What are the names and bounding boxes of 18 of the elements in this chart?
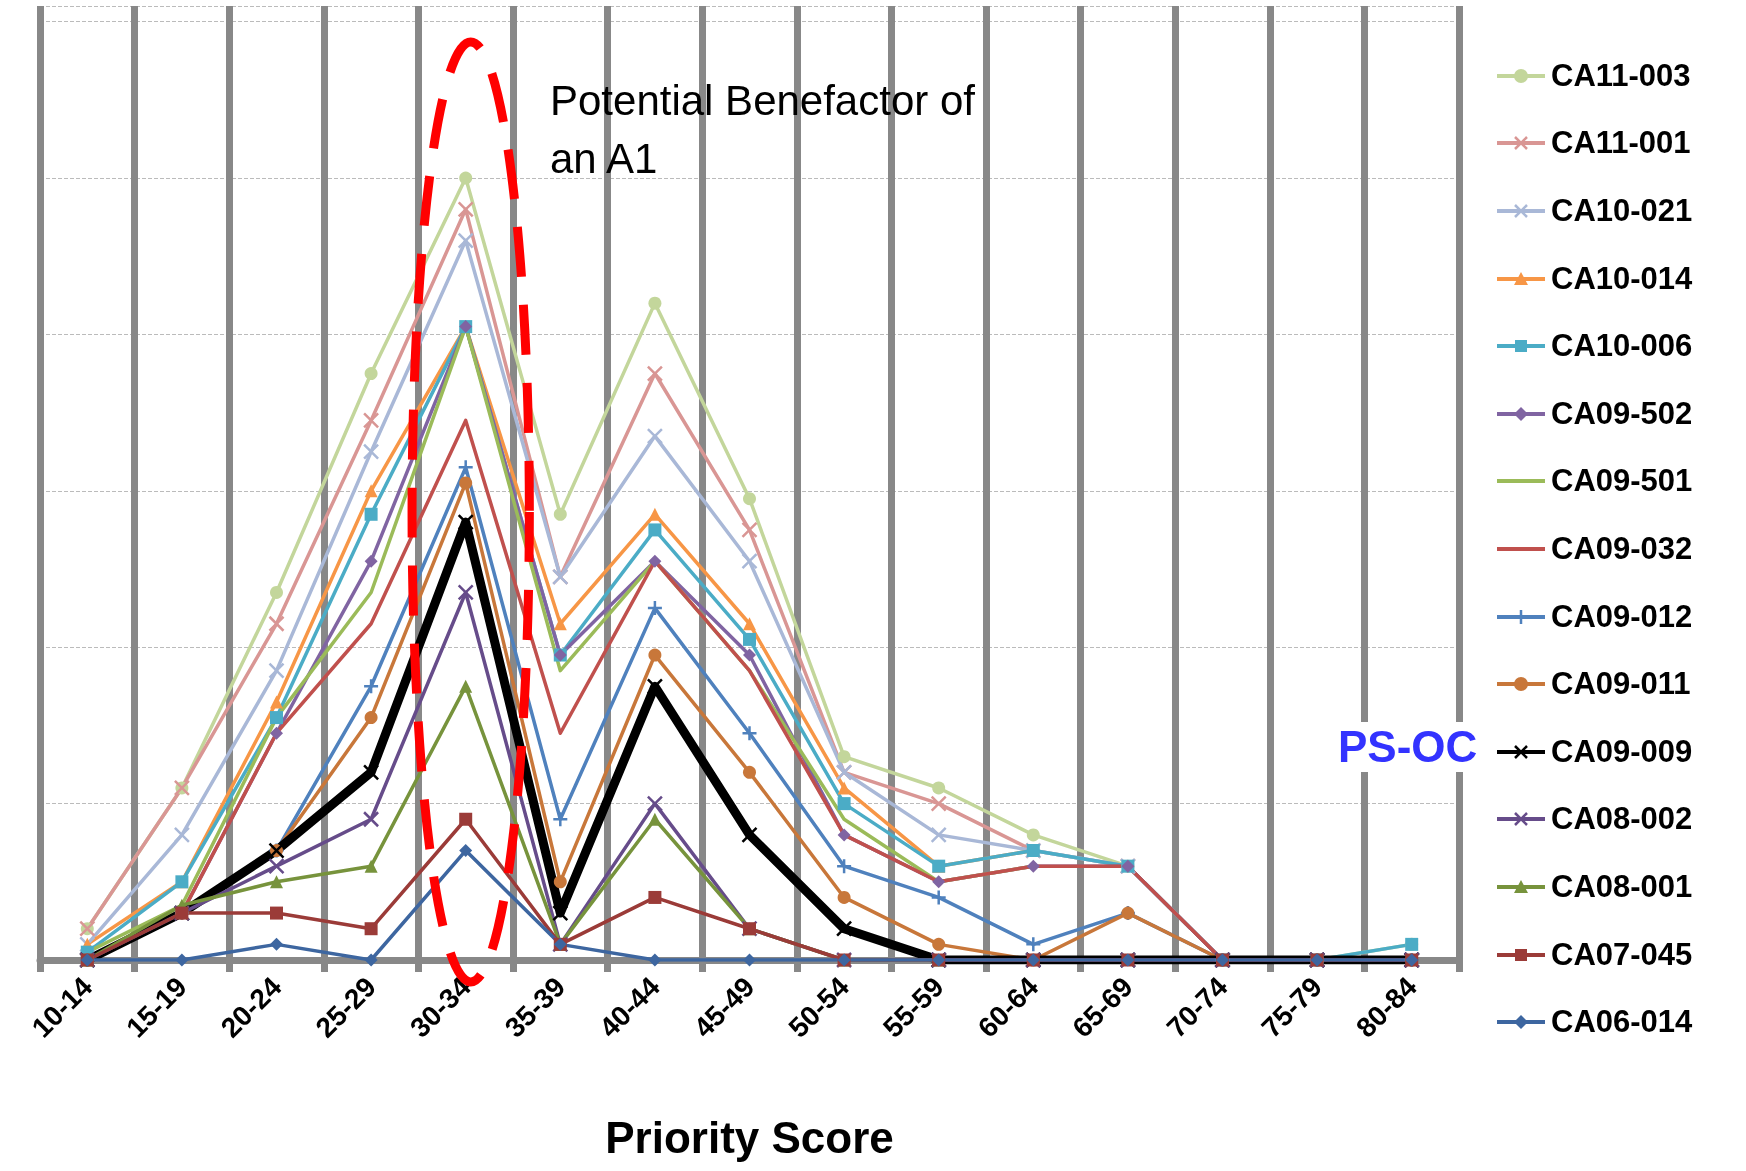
legend-label: CA10-021	[1551, 192, 1693, 229]
legend-label: CA10-014	[1551, 260, 1693, 297]
legend-label: CA09-501	[1551, 463, 1693, 500]
legend-label: CA09-032	[1551, 530, 1693, 567]
legend-label: CA09-012	[1551, 598, 1693, 635]
legend-label: CA06-014	[1551, 1004, 1693, 1041]
legend-label: CA07-045	[1551, 936, 1693, 973]
annotation: PS-OC	[1338, 722, 1478, 772]
legend-label: CA09-009	[1551, 733, 1693, 770]
x-axis-title: Priority Score	[605, 1112, 894, 1162]
legend-label: CA11-001	[1551, 125, 1691, 162]
legend-label: CA09-011	[1551, 666, 1691, 703]
legend-label: CA09-502	[1551, 395, 1693, 432]
legend-label: CA08-001	[1551, 868, 1693, 905]
annotation: Potential Benefactor of an A1	[550, 76, 976, 184]
legend-label: CA10-006	[1551, 328, 1693, 365]
legend-label: CA11-003	[1551, 57, 1691, 94]
legend-label: CA08-002	[1551, 801, 1693, 838]
